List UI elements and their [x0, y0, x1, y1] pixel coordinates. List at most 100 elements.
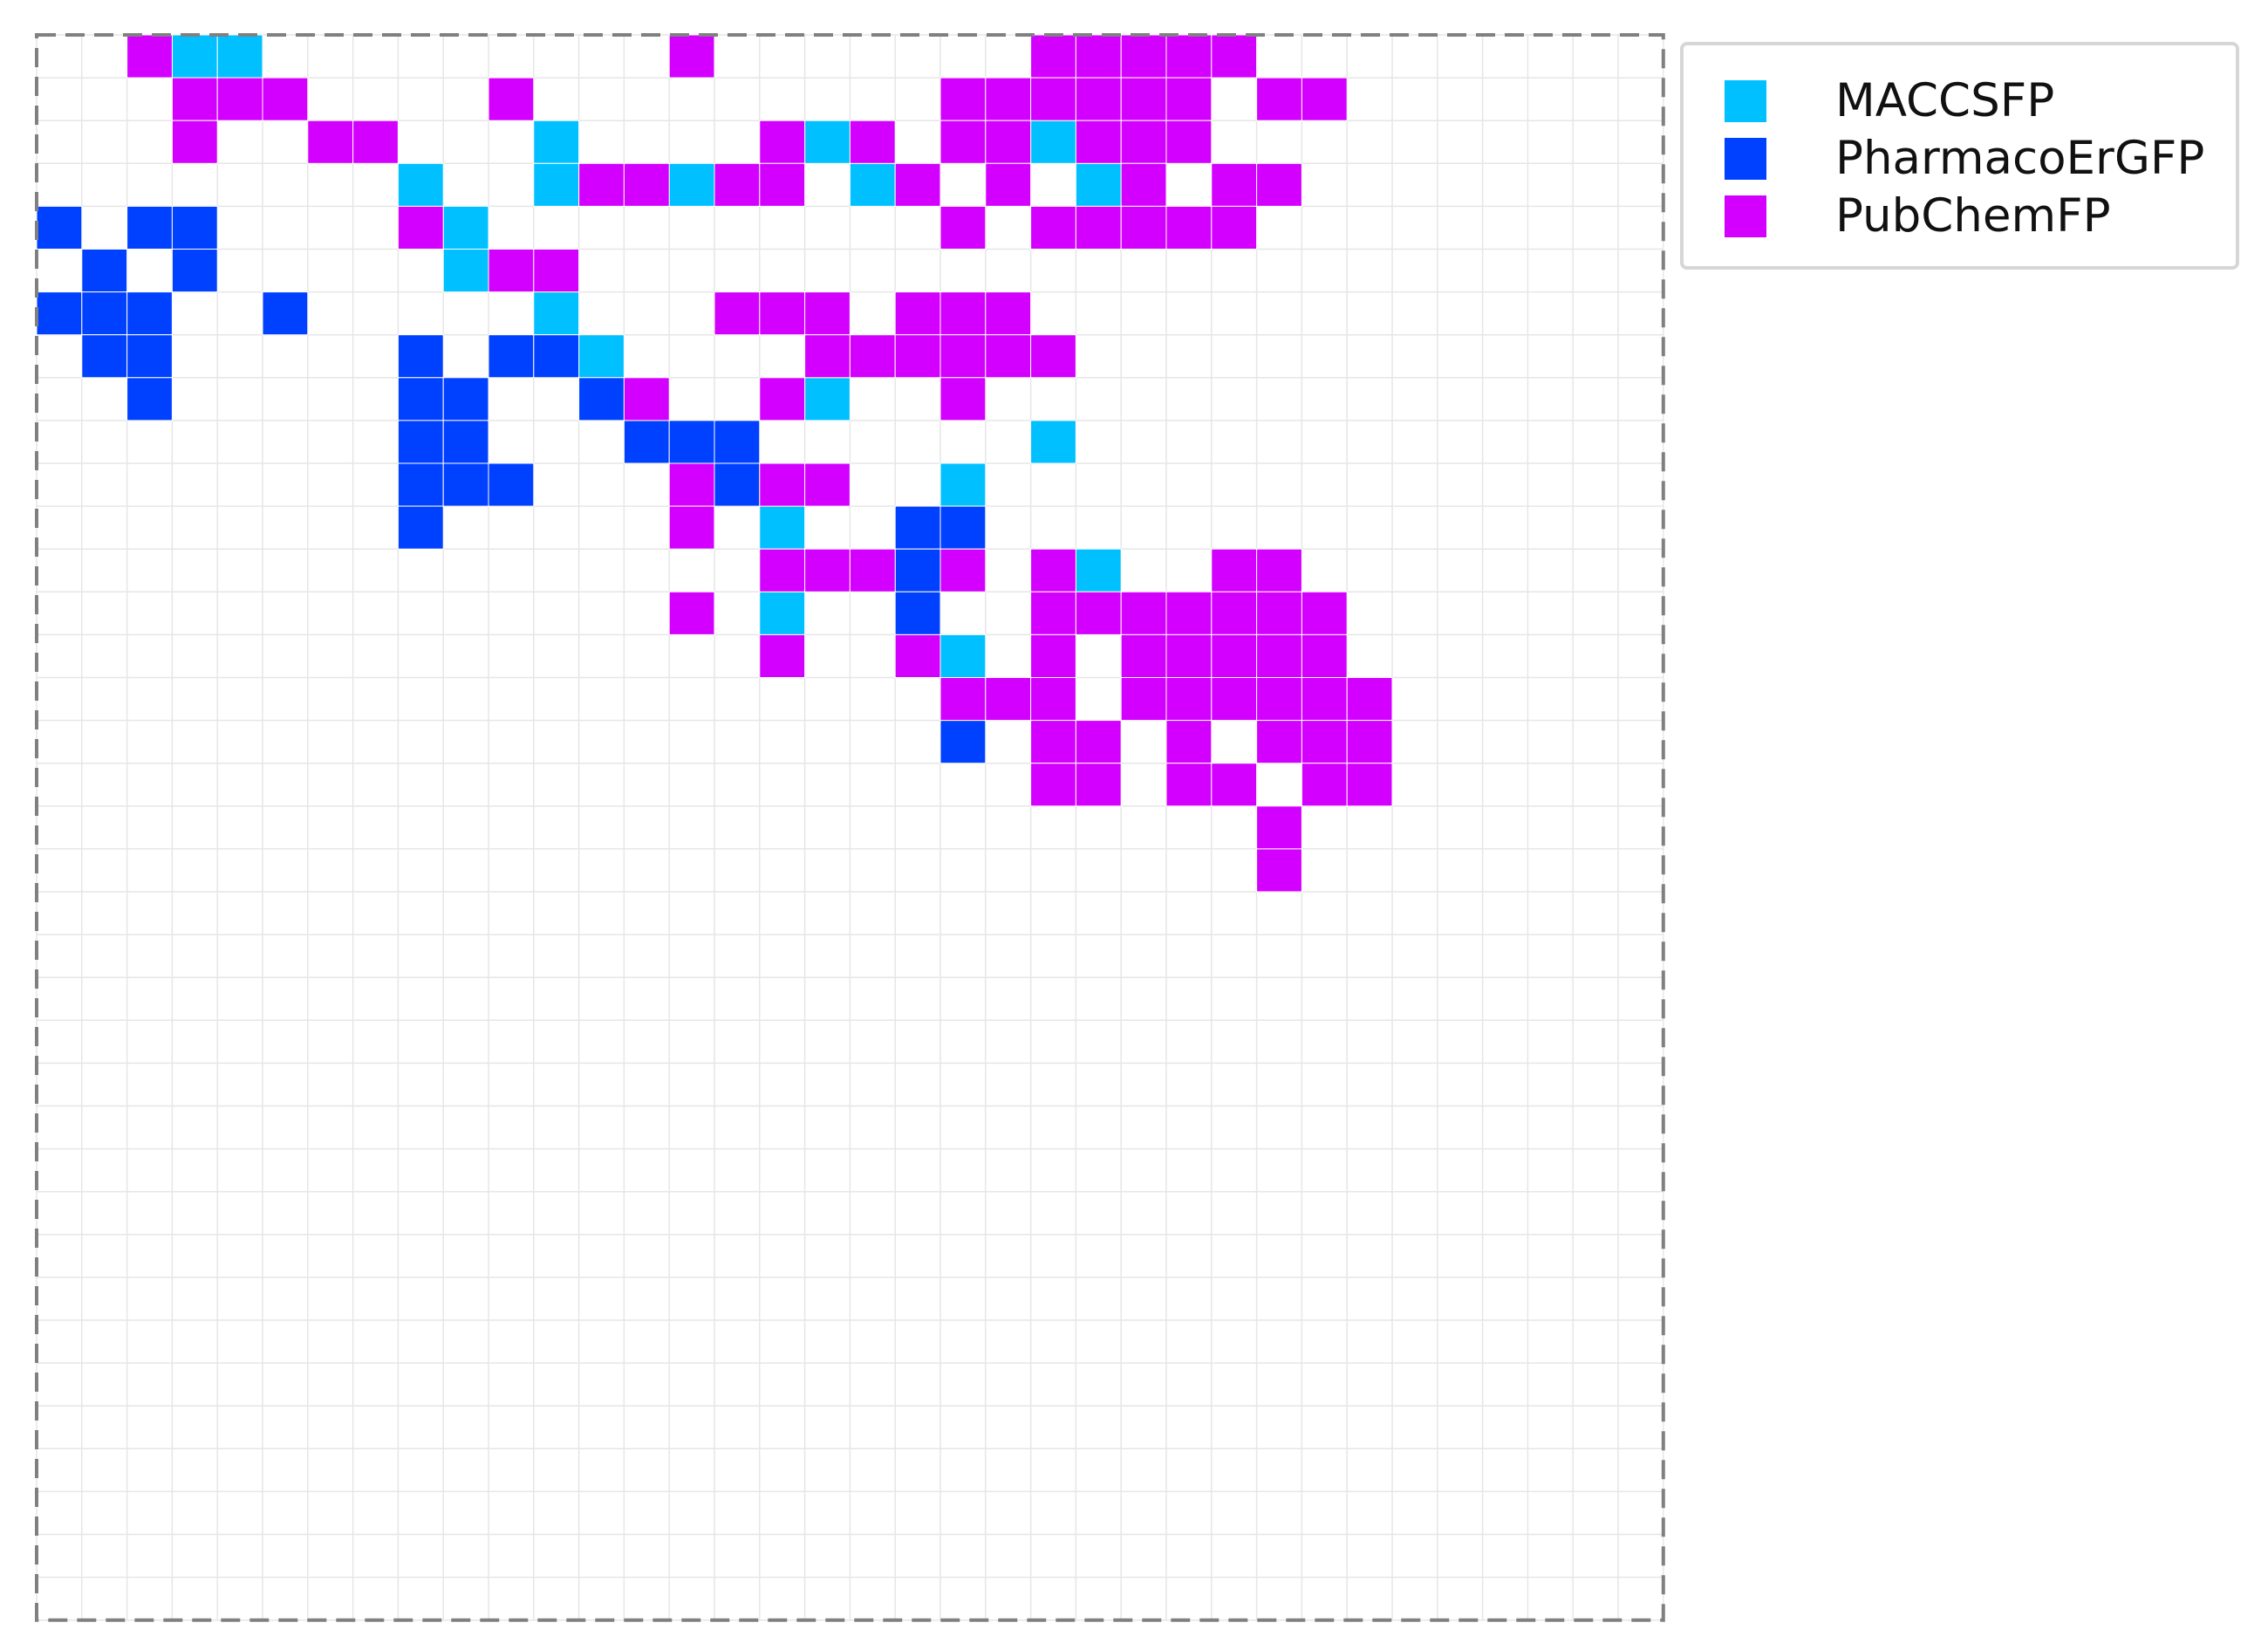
heatmap-cell-pubchemfp — [1030, 591, 1076, 635]
heatmap-cell-pubchemfp — [1120, 77, 1167, 121]
heatmap-cell-pubchemfp — [1030, 548, 1076, 592]
heatmap-cell-pubchemfp — [759, 291, 806, 336]
heatmap-cell-pharmacoergfp — [578, 377, 625, 421]
heatmap-cell-pubchemfp — [488, 77, 535, 121]
heatmap-cell-pharmacoergfp — [36, 205, 83, 250]
heatmap-cell-pharmacoergfp — [126, 205, 173, 250]
heatmap-cell-pubchemfp — [1030, 334, 1076, 379]
heatmap-cell-pubchemfp — [1165, 205, 1213, 250]
heatmap-cell-pharmacoergfp — [894, 505, 941, 550]
heatmap-cell-pubchemfp — [1256, 720, 1302, 764]
heatmap-cell-pubchemfp — [1165, 720, 1213, 764]
legend-item-pubchemfp: PubChemFP — [1725, 190, 2111, 243]
heatmap-cell-pubchemfp — [1120, 162, 1167, 207]
heatmap-cell-maccsfp — [849, 162, 896, 207]
legend-item-pharmacoergfp: PharmacoErGFP — [1725, 133, 2204, 185]
heatmap-cell-pubchemfp — [849, 548, 896, 592]
heatmap-cell-pubchemfp — [262, 77, 309, 121]
heatmap-cell-pubchemfp — [1256, 162, 1302, 207]
heatmap-cell-pubchemfp — [1301, 591, 1348, 635]
heatmap-cell-pubchemfp — [668, 462, 715, 507]
heatmap-cell-pubchemfp — [1211, 677, 1258, 722]
heatmap-cell-pubchemfp — [397, 205, 444, 250]
heatmap-cell-pubchemfp — [894, 162, 941, 207]
heatmap-cell-pubchemfp — [668, 34, 715, 79]
heatmap-cell-pubchemfp — [623, 162, 670, 207]
heatmap-cell-maccsfp — [533, 291, 580, 336]
heatmap-cell-pubchemfp — [939, 377, 987, 421]
heatmap-cell-pubchemfp — [804, 291, 850, 336]
heatmap-cell-pubchemfp — [714, 291, 761, 336]
heatmap-cell-maccsfp — [578, 334, 625, 379]
heatmap-cell-pharmacoergfp — [488, 462, 535, 507]
heatmap-cell-pubchemfp — [894, 633, 941, 679]
heatmap-cell-pharmacoergfp — [126, 334, 173, 379]
heatmap-cell-pubchemfp — [939, 291, 987, 336]
heatmap-cell-maccsfp — [171, 34, 218, 79]
heatmap-cell-pubchemfp — [1075, 591, 1122, 635]
heatmap-cell-pubchemfp — [939, 120, 987, 164]
legend-swatch-pubchemfp — [1725, 195, 1766, 237]
heatmap-cell-pubchemfp — [1211, 548, 1258, 592]
heatmap-cell-pubchemfp — [1346, 763, 1393, 807]
heatmap-cell-pubchemfp — [894, 334, 941, 379]
heatmap-cell-pubchemfp — [1256, 591, 1302, 635]
heatmap-cell-maccsfp — [216, 34, 263, 79]
heatmap-cell-pubchemfp — [1120, 591, 1167, 635]
heatmap-cell-pharmacoergfp — [36, 291, 83, 336]
legend: MACCSFP PharmacoErGFP PubChemFP — [1680, 42, 2239, 270]
heatmap-cell-pubchemfp — [1075, 720, 1122, 764]
heatmap-cell-pubchemfp — [1030, 205, 1076, 250]
heatmap-cell-pharmacoergfp — [714, 420, 761, 464]
heatmap-cell-pubchemfp — [759, 162, 806, 207]
heatmap-cell-pubchemfp — [1030, 77, 1076, 121]
heatmap-cell-pubchemfp — [1165, 591, 1213, 635]
heatmap-cell-pharmacoergfp — [668, 420, 715, 464]
heatmap-cell-pubchemfp — [668, 591, 715, 635]
heatmap-cell-pharmacoergfp — [171, 205, 218, 250]
heatmap-cell-pubchemfp — [939, 334, 987, 379]
heatmap-cell-pharmacoergfp — [171, 249, 218, 293]
heatmap-cell-maccsfp — [397, 162, 444, 207]
heatmap-cell-pubchemfp — [1030, 720, 1076, 764]
heatmap-cell-pubchemfp — [804, 548, 850, 592]
heatmap-cell-pubchemfp — [1120, 34, 1167, 79]
heatmap-cell-pharmacoergfp — [126, 377, 173, 421]
heatmap-cell-maccsfp — [759, 505, 806, 550]
heatmap-cell-pubchemfp — [578, 162, 625, 207]
heatmap-cell-pubchemfp — [1165, 120, 1213, 164]
heatmap-cell-pubchemfp — [1301, 677, 1348, 722]
heatmap-cell-maccsfp — [759, 591, 806, 635]
legend-swatch-pharmacoergfp — [1725, 138, 1766, 180]
heatmap-cell-pubchemfp — [1075, 77, 1122, 121]
legend-label-maccsfp: MACCSFP — [1835, 74, 2055, 127]
heatmap-cell-pubchemfp — [1256, 548, 1302, 592]
heatmap-cell-pubchemfp — [668, 505, 715, 550]
legend-label-pharmacoergfp: PharmacoErGFP — [1835, 132, 2205, 185]
heatmap-cell-maccsfp — [442, 205, 489, 250]
heatmap-cell-pubchemfp — [1165, 633, 1213, 679]
heatmap-cell-pubchemfp — [985, 291, 1032, 336]
heatmap-cell-maccsfp — [804, 120, 850, 164]
heatmap-cell-pubchemfp — [126, 34, 173, 79]
heatmap-cell-pubchemfp — [939, 205, 987, 250]
heatmap-cell-pubchemfp — [1120, 677, 1167, 722]
heatmap-cell-pharmacoergfp — [397, 334, 444, 379]
heatmap-cell-pubchemfp — [1211, 34, 1258, 79]
heatmap-cell-maccsfp — [1030, 120, 1076, 164]
heatmap-cell-pubchemfp — [1120, 205, 1167, 250]
heatmap-cell-pubchemfp — [759, 548, 806, 592]
legend-item-maccsfp: MACCSFP — [1725, 75, 2054, 127]
heatmap-cell-pubchemfp — [216, 77, 263, 121]
heatmap-cell-pubchemfp — [1346, 720, 1393, 764]
heatmap-cell-pubchemfp — [171, 120, 218, 164]
heatmap-cells — [36, 34, 1393, 893]
heatmap-cell-pubchemfp — [1030, 677, 1076, 722]
heatmap-cell-pubchemfp — [1030, 34, 1076, 79]
heatmap-cell-pubchemfp — [488, 249, 535, 293]
heatmap-cell-pubchemfp — [985, 162, 1032, 207]
heatmap-cell-pubchemfp — [849, 334, 896, 379]
heatmap-cell-pubchemfp — [1301, 720, 1348, 764]
heatmap-cell-pubchemfp — [1301, 763, 1348, 807]
heatmap-cell-pharmacoergfp — [488, 334, 535, 379]
